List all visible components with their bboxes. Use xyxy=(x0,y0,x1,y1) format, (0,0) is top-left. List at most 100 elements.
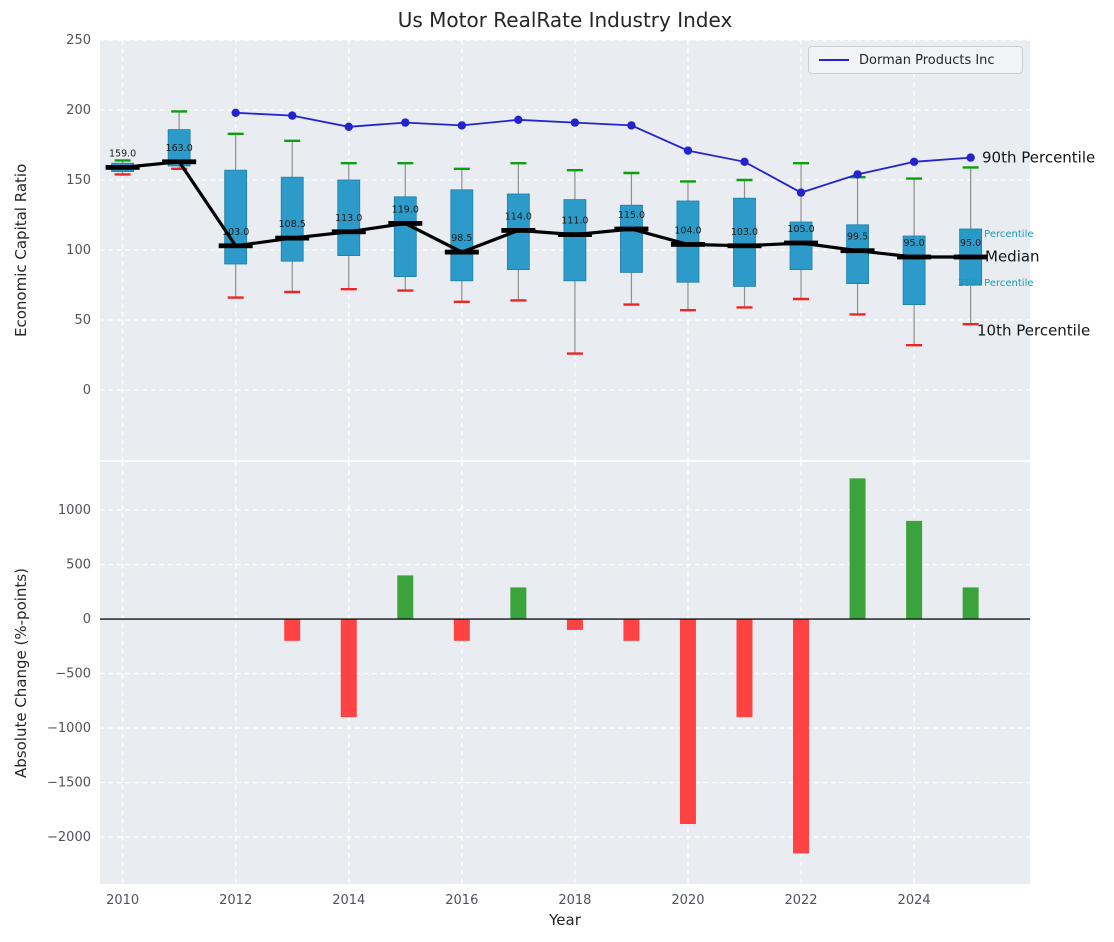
median-value-label: 111.0 xyxy=(561,216,588,227)
annotation-25th-percentile: 25th Percentile xyxy=(958,277,1034,289)
box-group-2012 xyxy=(224,132,248,299)
annotation-75th-percentile: 75th Percentile xyxy=(958,228,1034,240)
bar-2024 xyxy=(906,520,923,620)
bottom-y-tick-label: 500 xyxy=(66,558,91,573)
median-value-label: 103.0 xyxy=(731,227,758,238)
company-point xyxy=(514,115,523,125)
company-point xyxy=(796,188,806,197)
bottom-y-axis-label: Absolute Change (%-points) xyxy=(12,568,30,778)
company-point xyxy=(288,111,297,120)
median-value-label: 99.5 xyxy=(847,232,868,243)
company-line xyxy=(235,111,971,194)
bar-2013 xyxy=(284,619,301,641)
company-point xyxy=(627,121,636,130)
box-group-2021 xyxy=(733,178,756,309)
iqr-box xyxy=(337,179,361,256)
bar-2018 xyxy=(566,619,583,630)
median-value-label: 104.0 xyxy=(674,225,701,236)
iqr-box xyxy=(902,235,926,305)
median-marker xyxy=(162,159,197,165)
median-marker xyxy=(840,248,875,254)
bar-2023 xyxy=(849,478,866,620)
chart-title: Us Motor RealRate Industry Index xyxy=(397,8,733,32)
top-y-tick-label: 150 xyxy=(66,173,91,188)
annotation-10th-percentile: 10th Percentile xyxy=(977,321,1091,340)
top-y-axis-label: Economic Capital Ratio xyxy=(12,163,30,337)
median-value-label: 114.0 xyxy=(505,211,532,222)
bar-2021 xyxy=(736,619,753,718)
company-point xyxy=(231,108,240,118)
company-point xyxy=(570,118,580,127)
median-value-label: 95.0 xyxy=(904,238,925,249)
annotation-90th-percentile: 90th Percentile xyxy=(982,148,1096,167)
bottom-y-tick-label: −2000 xyxy=(47,830,91,845)
median-value-label: 119.0 xyxy=(392,204,419,215)
annotation-median: Median xyxy=(985,247,1040,266)
box-group-2019 xyxy=(620,171,643,306)
median-value-label: 103.0 xyxy=(222,227,249,238)
median-marker xyxy=(614,226,649,232)
bar-2022 xyxy=(793,619,810,854)
median-line xyxy=(122,160,971,259)
boxplot-layer xyxy=(111,110,983,355)
median-value-label: 95.0 xyxy=(960,238,981,249)
company-point xyxy=(909,157,919,166)
iqr-box xyxy=(846,224,869,285)
box-group-2024 xyxy=(902,177,926,347)
bottom-y-tick-label: 0 xyxy=(83,612,91,627)
top-y-tick-label: 0 xyxy=(83,383,91,398)
x-tick-label: 2022 xyxy=(784,893,817,908)
company-point xyxy=(401,118,410,127)
top-y-tick-label: 50 xyxy=(74,313,91,328)
bar-2020 xyxy=(679,619,696,825)
median-value-label: 115.0 xyxy=(618,210,645,221)
median-marker xyxy=(218,243,253,249)
iqr-box xyxy=(393,196,417,278)
median-marker xyxy=(501,228,536,233)
tick-labels: 0 50 100 150 200 250 −2000 −1500 −1000 −500 0 500 10… xyxy=(47,33,931,908)
median-marker xyxy=(105,165,140,170)
company-point xyxy=(966,153,975,162)
box-group-2015 xyxy=(393,161,417,292)
bar-2014 xyxy=(340,619,357,718)
median-marker xyxy=(897,254,932,260)
iqr-box xyxy=(167,129,191,167)
company-point xyxy=(740,157,749,166)
median-value-label: 163.0 xyxy=(166,143,193,154)
median-value-label: 98.5 xyxy=(451,233,472,244)
company-point xyxy=(853,170,862,179)
iqr-box xyxy=(563,199,587,282)
box-group-2023 xyxy=(846,175,869,316)
legend: Dorman Products Inc xyxy=(808,46,1023,74)
bar-2025 xyxy=(962,587,979,620)
iqr-box xyxy=(733,197,756,287)
legend-label: Dorman Products Inc xyxy=(859,52,995,68)
x-tick-label: 2010 xyxy=(106,893,139,908)
bar-layer xyxy=(284,478,979,854)
x-tick-label: 2014 xyxy=(332,893,365,908)
top-y-tick-label: 100 xyxy=(66,243,91,258)
median-marker xyxy=(388,221,423,226)
bottom-y-tick-label: −500 xyxy=(55,667,91,682)
median-marker xyxy=(727,243,762,249)
median-value-label: 108.5 xyxy=(279,219,306,230)
x-tick-label: 2018 xyxy=(558,893,591,908)
x-tick-label: 2012 xyxy=(219,893,252,908)
iqr-box xyxy=(620,204,643,273)
company-point xyxy=(344,122,353,131)
median-marker xyxy=(331,229,366,235)
legend-line-sample xyxy=(819,59,849,61)
box-group-2014 xyxy=(337,161,361,291)
bottom-y-tick-label: 1000 xyxy=(58,503,91,518)
median-marker xyxy=(444,249,479,255)
bar-2019 xyxy=(623,619,640,641)
x-axis-label: Year xyxy=(549,911,581,929)
median-value-label: 113.0 xyxy=(335,213,362,224)
top-y-tick-label: 250 xyxy=(66,33,91,48)
x-tick-label: 2020 xyxy=(671,893,704,908)
iqr-box xyxy=(224,169,248,265)
bar-2015 xyxy=(397,575,414,620)
box-group-2016 xyxy=(450,167,474,303)
